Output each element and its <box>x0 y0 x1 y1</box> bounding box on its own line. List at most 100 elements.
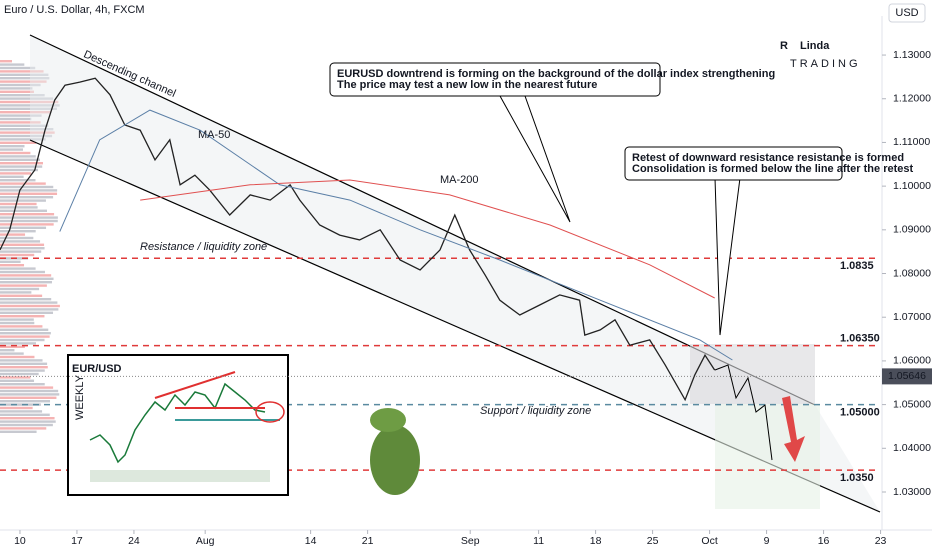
profile-bar <box>0 304 60 308</box>
profile-bar <box>0 287 40 291</box>
profile-bar <box>0 223 54 226</box>
profile-bar <box>0 192 58 195</box>
profile-bar <box>0 182 46 185</box>
profile-bar <box>0 158 40 161</box>
x-tick-label: Sep <box>461 535 480 547</box>
profile-bar <box>0 396 57 399</box>
current-price-tag <box>882 368 932 385</box>
profile-bar <box>0 315 45 318</box>
forecast-path <box>714 364 773 461</box>
profile-bar <box>0 430 37 433</box>
profile-bar <box>0 230 36 233</box>
inset-volume <box>90 470 270 482</box>
profile-bar <box>0 369 45 372</box>
logo-r: R <box>780 40 788 52</box>
logo-name: Linda <box>800 40 830 52</box>
profile-bar <box>0 325 43 328</box>
inset-price <box>89 382 266 464</box>
profile-bar <box>0 148 23 151</box>
profile-bar <box>0 179 36 182</box>
y-tick-label: 1.10000 <box>893 180 931 192</box>
currency-box[interactable] <box>888 3 926 23</box>
x-tick-label: 21 <box>362 535 374 547</box>
zone-label: Resistance / liquidity zone <box>140 241 267 253</box>
profile-bar <box>0 417 55 420</box>
zone-label: Support / liquidity zone <box>480 405 591 417</box>
frog-head <box>370 408 406 432</box>
profile-bar <box>0 202 37 206</box>
inset: EUR/USD WEEKLY <box>67 354 289 496</box>
current-price-label: 1.05646 <box>888 370 926 382</box>
series-line <box>59 109 733 361</box>
y-tick-label: 1.06000 <box>893 355 931 367</box>
series-line <box>140 179 715 299</box>
header-bg <box>0 0 932 16</box>
inset-trend <box>154 371 236 399</box>
profile-bar <box>0 335 50 338</box>
profile-bar <box>0 60 12 63</box>
profile-bar <box>0 73 49 76</box>
profile-bar <box>0 247 45 250</box>
profile-bar <box>0 308 59 311</box>
x-tick-label: 25 <box>647 535 659 547</box>
x-tick-label: 10 <box>14 535 26 547</box>
profile-bar <box>0 379 35 382</box>
x-tick-label: 9 <box>764 535 770 547</box>
y-tick-label: 1.08000 <box>893 267 931 279</box>
x-tick-label: 23 <box>875 535 887 547</box>
x-tick-label: Oct <box>701 535 717 547</box>
y-tick-label: 1.03000 <box>893 486 931 498</box>
profile-bar <box>0 342 36 345</box>
currency[interactable]: USD <box>895 7 918 19</box>
volume-profile <box>0 60 60 433</box>
callout-text: Retest of downward resistance resistance… <box>632 152 904 164</box>
x-tick-label: 16 <box>818 535 830 547</box>
profile-bar <box>0 294 43 297</box>
profile-bar <box>0 97 54 100</box>
profile-bar <box>0 107 57 110</box>
profile-bar <box>0 124 49 127</box>
profile-bar <box>0 87 33 90</box>
profile-bar <box>0 80 47 83</box>
profile-bar <box>0 260 21 263</box>
profile-bar <box>0 406 33 410</box>
profile-bar <box>0 196 54 199</box>
profile-bar <box>0 284 47 287</box>
profile-bar <box>0 172 32 175</box>
profile-bar <box>0 393 60 396</box>
profile-bar <box>0 219 58 223</box>
y-tick-label: 1.12000 <box>893 93 931 105</box>
profile-bar <box>0 213 55 216</box>
profile-bar <box>0 420 56 423</box>
profile-bar <box>0 338 45 342</box>
channel-fill <box>30 35 880 512</box>
level-label: 1.06350 <box>840 333 880 345</box>
profile-bar <box>0 352 24 355</box>
profile-bar <box>0 243 45 246</box>
profile-bar <box>0 277 54 280</box>
level-label: 1.0835 <box>840 260 874 272</box>
profile-bar <box>0 209 47 212</box>
profile-bar <box>0 94 45 97</box>
profile-bar <box>0 128 54 131</box>
profile-bar <box>0 168 38 172</box>
profile-bar <box>0 264 25 267</box>
profile-bar <box>0 267 36 270</box>
level-label: 1.0350 <box>840 472 874 484</box>
profile-bar <box>0 117 32 121</box>
profile-bar <box>0 121 41 124</box>
profile-bar <box>0 236 34 240</box>
series-line <box>0 77 716 402</box>
profile-bar <box>0 376 31 379</box>
logo-sub: TRADING <box>790 58 861 70</box>
series-label: MA-50 <box>198 129 230 141</box>
x-tick-label: 17 <box>71 535 83 547</box>
profile-bar <box>0 199 46 202</box>
profile-bar <box>0 386 54 389</box>
profile-bar <box>0 321 35 325</box>
profile-bar <box>0 281 52 284</box>
profile-bar <box>0 298 52 301</box>
frog <box>370 408 420 495</box>
profile-bar <box>0 83 41 87</box>
